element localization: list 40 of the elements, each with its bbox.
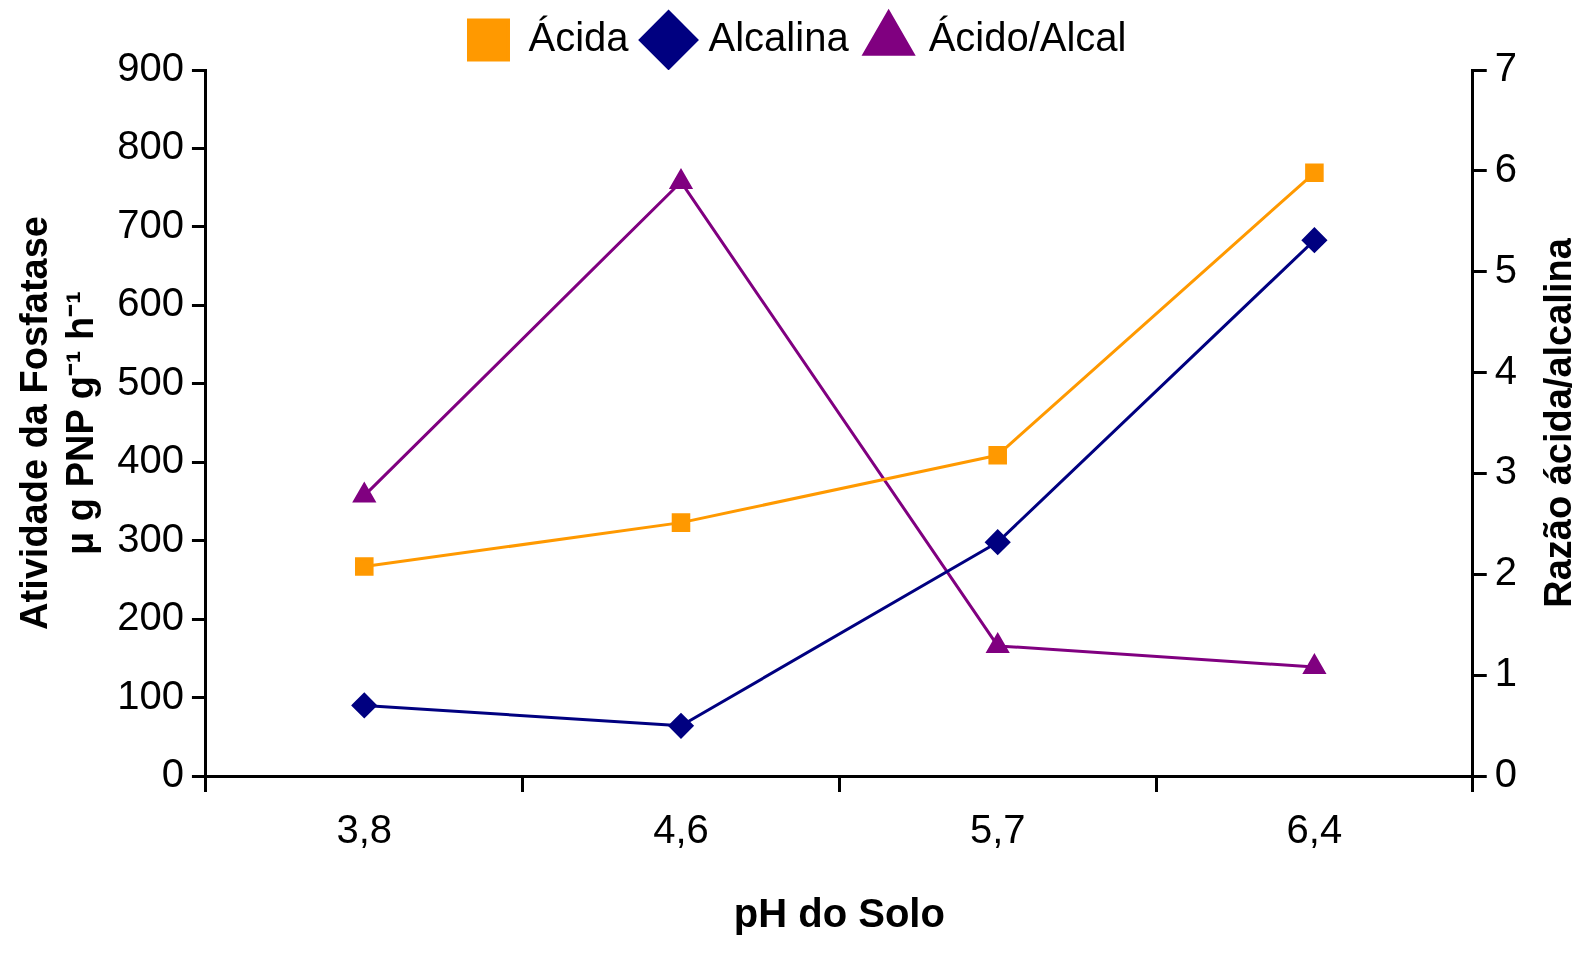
y2-tick-label: 6: [1494, 145, 1517, 190]
x-tick-label: 6,4: [1286, 807, 1343, 852]
y-axis-title: Atividade da Fosfatase μ g PNP g⁻¹ h⁻¹: [13, 216, 101, 630]
y-tick-label: 800: [117, 123, 184, 168]
y2-tick-label: 4: [1494, 347, 1517, 392]
y-tick-label: 700: [117, 201, 184, 246]
y2-tick-label: 0: [1494, 751, 1517, 796]
point: [353, 483, 376, 503]
y-tick-label: 0: [161, 751, 184, 796]
x-tick-label: 5,7: [969, 807, 1026, 852]
legend-label: Ácido/Alcal: [928, 15, 1127, 60]
y-tick-label: 400: [117, 437, 184, 482]
y2-tick-label: 1: [1494, 650, 1517, 695]
x-tick-label: 4,6: [653, 807, 709, 852]
y-tick-label: 200: [117, 594, 184, 639]
y-tick-label: 900: [117, 45, 184, 90]
point: [669, 169, 693, 189]
point: [1305, 163, 1324, 183]
point: [671, 513, 691, 532]
y-tick-label: 600: [117, 280, 184, 325]
y2-tick-label: 5: [1494, 246, 1517, 291]
legend-label: Alcalina: [708, 15, 850, 60]
legend-label: Ácida: [528, 15, 630, 60]
point: [668, 713, 694, 739]
y-tick-label: 300: [117, 515, 184, 560]
point: [986, 633, 1009, 653]
x-axis-title: pH do Solo: [733, 891, 945, 936]
y2-tick-label: 3: [1494, 448, 1517, 493]
point: [355, 557, 374, 576]
point: [1301, 227, 1327, 253]
point: [988, 445, 1007, 465]
y2-tick-label: 2: [1494, 549, 1517, 594]
y2-axis-title: Razão ácida/alcalina: [1537, 237, 1580, 608]
y2-tick-label: 7: [1494, 45, 1517, 90]
x-tick-label: 3,8: [336, 807, 393, 852]
point: [985, 529, 1011, 555]
point: [1303, 654, 1326, 675]
point: [351, 692, 377, 718]
y-tick-label: 500: [117, 358, 184, 403]
y-tick-label: 100: [117, 672, 184, 717]
